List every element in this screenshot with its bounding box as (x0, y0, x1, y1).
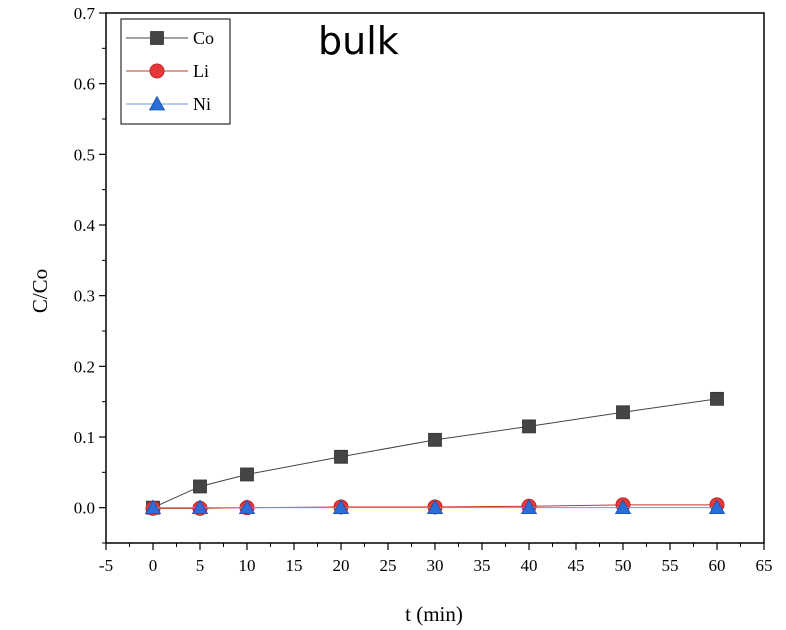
x-tick-label: 60 (709, 556, 726, 575)
series-ni-point (144, 499, 162, 515)
x-tick-label: 5 (196, 556, 205, 575)
chart-annotation: bulk (318, 19, 399, 63)
legend-marker-co (150, 31, 164, 45)
legend: Co Li Ni (120, 18, 231, 125)
x-tick-label: 15 (286, 556, 303, 575)
series-ni-point (426, 499, 444, 515)
y-tick-label: 0.7 (74, 4, 96, 23)
series-co-point (710, 391, 724, 406)
y-tick-label: 0.4 (74, 216, 96, 235)
y-tick-label: 0.2 (74, 357, 95, 376)
series-li-line (153, 504, 717, 509)
y-axis-title: C/Co (28, 269, 52, 313)
legend-label-ni: Ni (193, 94, 211, 114)
x-tick-label: 10 (239, 556, 256, 575)
x-tick-label: 25 (380, 556, 397, 575)
x-tick-label: 55 (662, 556, 679, 575)
x-tick-label: 50 (615, 556, 632, 575)
y-tick-label: 0.3 (74, 287, 95, 306)
legend-label-li: Li (193, 61, 209, 81)
legend-label-co: Co (193, 28, 214, 48)
x-tick-label: 30 (427, 556, 444, 575)
series-co-point (193, 479, 207, 494)
series-co-point (334, 449, 348, 464)
series-layer (144, 391, 726, 516)
x-tick-label: -5 (99, 556, 113, 575)
x-tick-label: 65 (756, 556, 773, 575)
series-ni-point (332, 499, 350, 515)
y-tick-label: 0.1 (74, 428, 95, 447)
y-tick-label: 0.5 (74, 145, 95, 164)
x-tick-label: 40 (521, 556, 538, 575)
series-ni-point (520, 499, 538, 515)
series-co-line (152, 398, 718, 509)
x-tick-label: 0 (149, 556, 158, 575)
series-co-point (428, 432, 442, 447)
x-axis-title: t (min) (405, 602, 463, 626)
axes: -5 0 5 10 15 20 25 30 35 40 45 50 55 60 65 0.0 0.1 0.2 0.3… (74, 4, 773, 575)
y-tick-label: 0.0 (74, 499, 95, 518)
series-ni-point (238, 499, 256, 515)
y-tick-label: 0.6 (74, 75, 95, 94)
series-ni-point (191, 499, 209, 515)
series-co-point (522, 419, 536, 434)
series-ni-point (708, 499, 726, 515)
series-co (146, 391, 724, 515)
legend-marker-li (149, 63, 165, 79)
series-ni (144, 499, 726, 515)
legend-marker-ni (148, 95, 166, 111)
x-tick-label: 20 (333, 556, 350, 575)
x-tick-label: 35 (474, 556, 491, 575)
series-ni-point (614, 499, 632, 515)
series-co-point (616, 405, 630, 420)
series-co-point (240, 467, 254, 482)
x-tick-label: 45 (568, 556, 585, 575)
